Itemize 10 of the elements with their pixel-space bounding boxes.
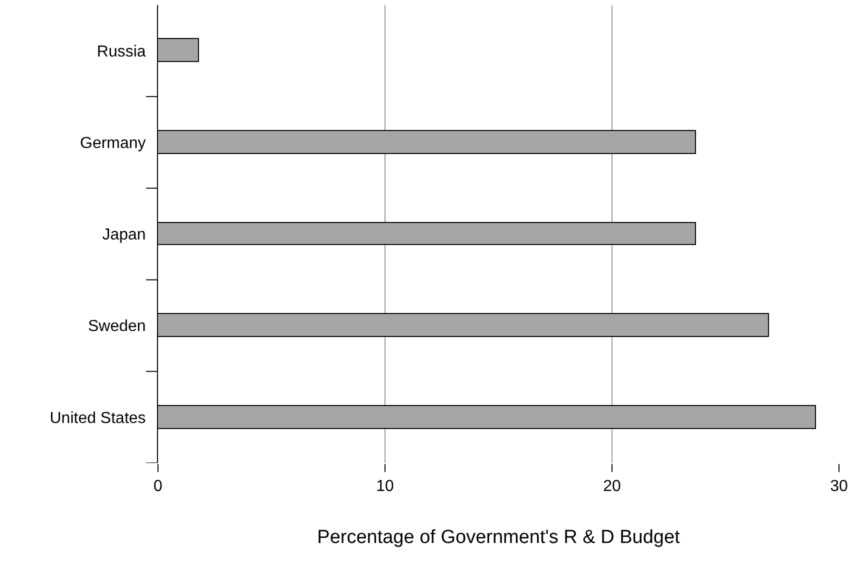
x-tick-label: 30 [830,478,848,496]
y-tick-label: Sweden [88,318,146,336]
y-tick-label: Japan [102,226,146,244]
x-tick-label: 20 [603,478,621,496]
y-tick-label: Germany [80,135,146,152]
x-axis-title: Percentage of Government's R & D Budget [317,527,681,548]
x-tick-label: 10 [376,478,394,496]
y-tick-label: Russia [96,43,146,60]
x-tick-label: 0 [154,478,163,496]
y-tick-label: United States [50,410,146,427]
